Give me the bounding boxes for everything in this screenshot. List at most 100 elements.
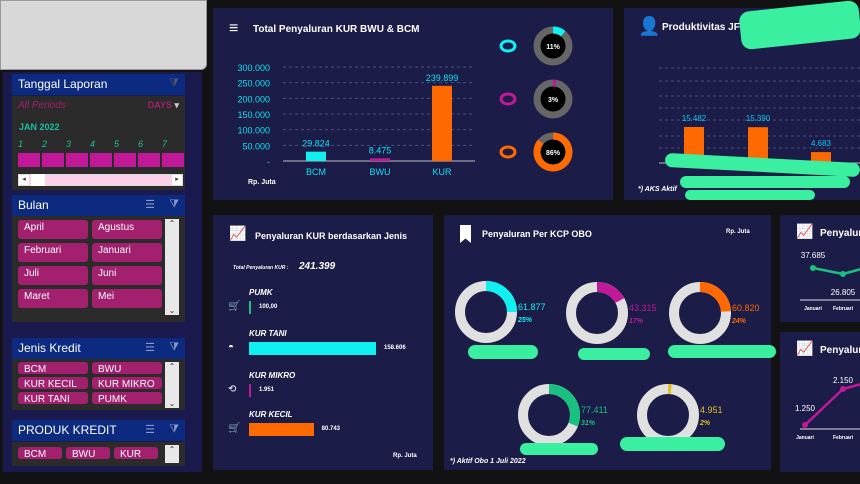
clear-filter-icon[interactable]: ⧩ [169,423,179,435]
tanggal-slicer: All Periods DAYS ▾ JAN 2022 1 2 3 4 5 6 7 ◂ ▸ [12,96,185,190]
data-point [802,422,808,428]
panel-title: Penyaluran Per KCP OBO [482,229,592,239]
x-tick-label: BCM [306,167,326,177]
chart-icon: 📈 [229,225,247,241]
y-tick-label: 200.000 [237,94,270,104]
data-label: 15.482 [682,114,707,123]
slicer-item[interactable]: Mei [92,289,162,308]
bar [249,342,376,355]
slicer-item[interactable]: BCM [18,447,62,460]
y-axis-unit: Rp. Juta [248,179,276,186]
day-label: 7 [162,139,168,149]
y-tick-label: 300.000 [237,63,270,73]
tanggal-title: Tanggal Laporan [18,77,108,91]
day-cell[interactable] [66,153,88,167]
slicer-item[interactable]: BCM [18,362,88,375]
data-label: 1.951 [259,387,275,393]
panel-title: Penyalur [820,345,860,356]
produk-scrollbar[interactable]: ⌃ [165,445,179,463]
multiselect-icon[interactable]: ☰ [145,342,155,354]
day-label: 2 [42,139,48,149]
pct-label: 2% [699,420,711,427]
timeline-scrollbar[interactable]: ◂ ▸ [18,174,183,186]
pct-label: 17% [629,318,644,325]
slicer-item[interactable]: April [18,220,88,239]
produk-slicer-header: PRODUK KREDIT ☰ ⧩ [12,420,185,441]
scroll-thumb[interactable] [31,174,45,186]
multiselect-icon[interactable]: ☰ [145,199,155,211]
value-label: 4.951 [700,405,723,415]
unit-label: Rp. Juta [393,453,417,459]
line-chart: 37.685 Januari 26.805 Februari [800,251,860,312]
slicer-item[interactable]: KUR KECIL [18,377,88,390]
cart-icon: 🛒 [228,301,241,312]
slicer-item[interactable]: Februari [18,243,88,262]
jenis-slicer-header: Jenis Kredit ☰ ⧩ [12,338,185,359]
value-label: 61.877 [518,302,546,312]
data-label: 2.150 [833,376,854,385]
kcp-donut-segment [455,281,517,343]
data-label: 37.685 [801,251,826,260]
redaction-mark [520,443,598,455]
total-value: 241.399 [299,261,336,272]
clear-filter-icon[interactable]: ⧩ [169,77,179,89]
value-label: 77.411 [581,405,608,415]
slicer-item[interactable]: BWU [66,447,110,460]
donut-center [539,32,567,60]
scroll-right-icon[interactable]: ▸ [172,175,182,185]
clear-filter-icon[interactable]: ⧩ [169,198,179,210]
day-cell[interactable] [18,153,40,167]
x-tick-label: Februari [833,435,854,441]
day-cell[interactable] [162,153,184,167]
bulan-scrollbar[interactable]: ⌃ ⌄ [165,219,179,315]
series-line [812,266,844,276]
slicer-item[interactable]: KUR MIKRO [92,377,162,390]
y-tick-label: - [267,157,270,167]
slicer-item[interactable]: KUR TANI [18,392,88,405]
x-tick-label: KUR [432,167,452,177]
user-icon: 👤 [638,16,661,36]
clear-filter-icon[interactable]: ⧩ [169,341,179,353]
slicer-item[interactable]: Juni [92,266,162,285]
slicer-item[interactable]: BWU [92,362,162,375]
jenis-title: Jenis Kredit [18,341,81,355]
bar-bcm [306,151,326,161]
data-label: 29.824 [302,139,330,149]
line-chart: 1.250 Januari 2.150 Februari [795,376,860,441]
days-dropdown[interactable]: DAYS ▾ [148,100,179,111]
day-cell[interactable] [114,153,136,167]
day-cell[interactable] [42,153,64,167]
slicer-item[interactable]: PUMK [92,392,162,405]
jenis-scrollbar[interactable]: ⌃ ⌄ [165,362,179,408]
day-cell[interactable] [90,153,112,167]
slicer-item[interactable]: Juli [18,266,88,285]
total-label: Total Penyaluran KUR : [233,265,289,271]
panel-title: Produktivitas JF [662,22,740,33]
multiselect-icon[interactable]: ☰ [145,424,155,436]
slicer-item[interactable]: Maret [18,289,88,308]
cycle-icon: ⟲ [228,384,237,395]
panel-title: Penyaluran KUR berdasarkan Jenis [255,231,408,241]
redaction-mark [468,345,538,359]
slicer-item[interactable]: KUR [114,447,158,460]
days-label: DAYS [147,100,172,110]
slicer-item[interactable]: Agustus [92,220,162,239]
pct-label: 31% [581,420,596,427]
data-point [810,265,816,271]
redaction-mark [578,348,650,360]
donut-center [539,138,567,166]
category-label: PUMK [249,288,273,297]
slicer-item[interactable]: Januari [92,243,162,262]
day-cell[interactable] [138,153,160,167]
bar-kur [432,85,452,161]
note: *) AKS Aktif [638,186,677,193]
bulan-slicer: April Agustus Februari Januari Juli Juni Maret… [12,216,185,322]
bookmark-icon [460,225,471,243]
series-line-continuation [842,268,860,276]
jenis-slicer: BCM BWU KUR KECIL KUR MIKRO KUR TANI PUMK ⌃ ⌄ [12,359,185,410]
data-label: 1.250 [795,404,816,413]
chart-icon: 📈 [796,340,814,356]
bar [249,384,251,397]
eye-icon [499,92,517,106]
scroll-left-icon[interactable]: ◂ [19,175,29,185]
